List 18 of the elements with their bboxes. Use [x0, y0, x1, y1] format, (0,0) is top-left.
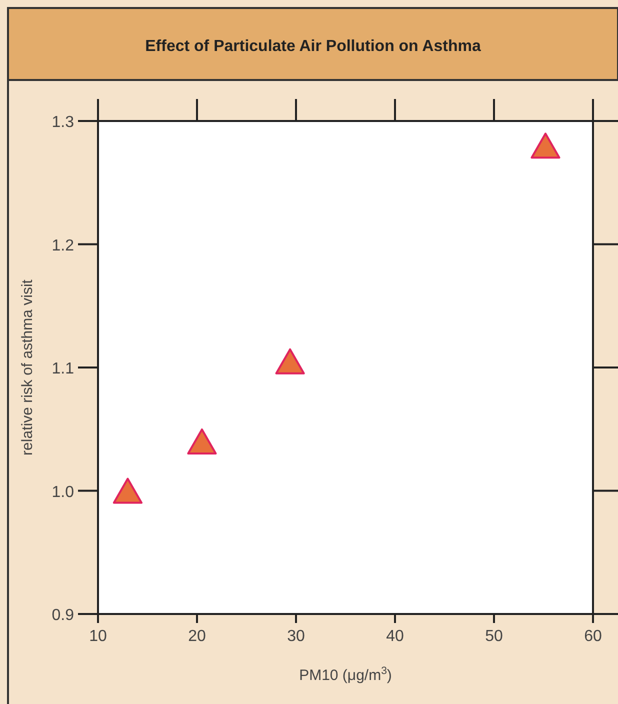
y-tick-label: 1.2 [52, 237, 74, 254]
x-tick-label: 50 [485, 628, 503, 645]
y-tick-label: 0.9 [52, 607, 74, 624]
x-tick-label: 10 [89, 628, 107, 645]
x-tick-label: 40 [386, 628, 404, 645]
y-axis-title: relative risk of asthma visit [19, 278, 36, 456]
point [275, 348, 305, 374]
point [112, 478, 142, 504]
x-tick-label: 30 [287, 628, 305, 645]
y-tick-label: 1.0 [52, 484, 74, 501]
x-axis-title: PM10 (μg/m$^{3}$) [299, 665, 392, 684]
chart-title: Effect of Particulate Air Pollution on Asthma [145, 38, 481, 55]
y-tick-label: 1.3 [52, 114, 74, 131]
point [187, 428, 217, 454]
y-tick-label: 1.1 [52, 360, 74, 378]
x-tick-label: 20 [188, 628, 206, 645]
x-tick-label: 60 [584, 628, 602, 645]
point [530, 132, 560, 159]
